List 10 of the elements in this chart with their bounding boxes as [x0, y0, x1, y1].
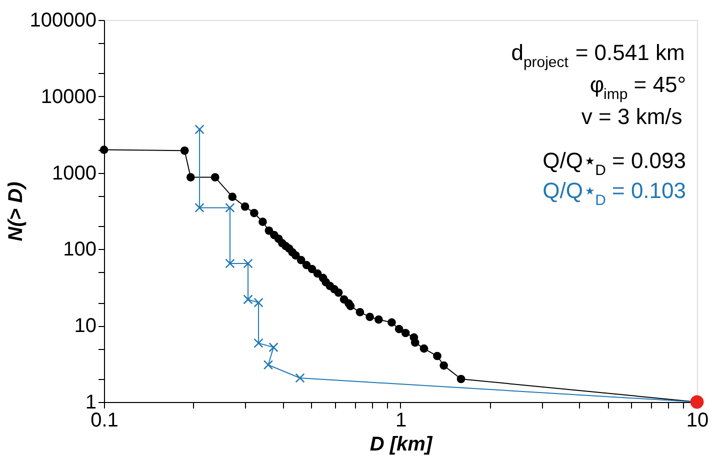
x-axis-title: D [km]	[370, 434, 434, 456]
y-tick-label: 10	[74, 315, 96, 338]
x-tick-label: 10	[686, 410, 709, 432]
annotation: v = 3 km/s	[581, 104, 682, 129]
y-tick-label: 100	[63, 238, 96, 261]
y-tick-label: 100000	[30, 10, 96, 32]
y-tick-label: 10000	[40, 86, 96, 108]
y-tick-label: 1000	[52, 162, 96, 184]
x-tick-label: 1	[395, 410, 407, 432]
y-axis-title: N(> D)	[4, 181, 27, 242]
